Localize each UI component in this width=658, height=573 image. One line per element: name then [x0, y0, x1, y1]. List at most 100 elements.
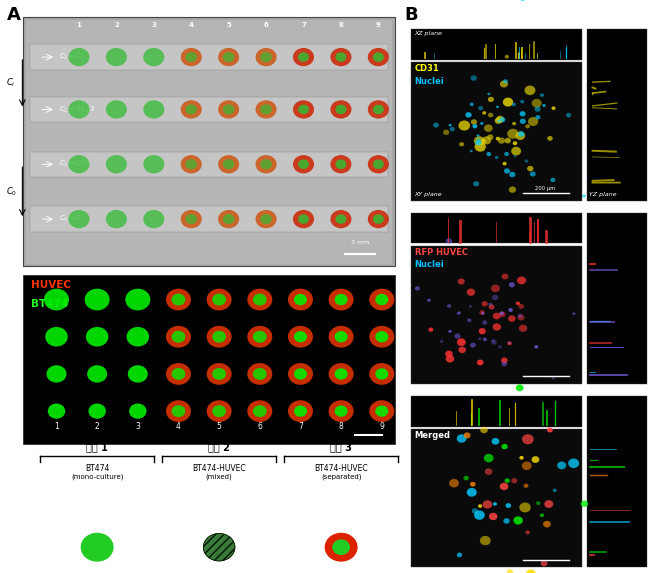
Circle shape [518, 313, 522, 318]
Text: YZ plane: YZ plane [588, 192, 616, 197]
Circle shape [368, 155, 389, 174]
Circle shape [247, 363, 272, 385]
Circle shape [485, 468, 492, 475]
Circle shape [166, 400, 191, 422]
Circle shape [333, 540, 349, 554]
Circle shape [509, 282, 515, 288]
Circle shape [213, 368, 226, 380]
Circle shape [261, 104, 272, 115]
Circle shape [336, 105, 346, 114]
Circle shape [128, 365, 148, 383]
Circle shape [288, 289, 313, 311]
Text: BT474-HUVEC: BT474-HUVEC [315, 464, 368, 473]
Circle shape [480, 427, 488, 433]
Circle shape [298, 52, 309, 62]
Circle shape [476, 138, 481, 142]
Circle shape [493, 323, 501, 331]
Circle shape [581, 500, 588, 507]
Circle shape [508, 315, 516, 322]
Text: 200 μm: 200 μm [536, 186, 556, 191]
Text: $C_i$: $C_i$ [7, 77, 16, 89]
Circle shape [186, 52, 197, 62]
Circle shape [445, 238, 452, 244]
Circle shape [223, 214, 234, 224]
Circle shape [330, 155, 351, 174]
Text: 3: 3 [151, 22, 156, 28]
Text: Nuclei: Nuclei [415, 77, 444, 86]
Circle shape [447, 304, 451, 308]
Circle shape [459, 347, 466, 353]
Text: $C_3 = C_i/3$: $C_3 = C_i/3$ [59, 159, 91, 170]
Bar [411, 396, 582, 426]
Circle shape [336, 52, 346, 62]
Circle shape [463, 476, 468, 480]
Circle shape [458, 311, 461, 314]
Circle shape [294, 406, 307, 417]
Circle shape [247, 400, 272, 422]
Circle shape [478, 328, 486, 334]
Bar [30, 206, 388, 232]
Circle shape [524, 85, 536, 95]
Bar [411, 62, 582, 201]
Text: CD31: CD31 [415, 64, 440, 73]
Text: 6: 6 [264, 22, 268, 28]
Circle shape [478, 337, 481, 340]
Circle shape [373, 105, 384, 114]
Text: (separated): (separated) [321, 474, 361, 480]
Circle shape [517, 277, 526, 284]
Circle shape [369, 326, 394, 348]
Circle shape [368, 100, 389, 119]
Circle shape [440, 340, 443, 343]
Circle shape [457, 434, 467, 443]
Circle shape [475, 140, 482, 146]
Text: XY plane: XY plane [415, 192, 442, 197]
Circle shape [298, 159, 309, 169]
Circle shape [469, 305, 472, 308]
Text: $C_2 = 2C_i/3$: $C_2 = 2C_i/3$ [59, 104, 95, 115]
Circle shape [512, 103, 516, 106]
Circle shape [336, 159, 346, 169]
Circle shape [520, 119, 526, 124]
Circle shape [492, 339, 495, 342]
Circle shape [488, 97, 494, 102]
Circle shape [172, 405, 186, 417]
Circle shape [534, 345, 538, 348]
Circle shape [106, 155, 127, 174]
Circle shape [551, 107, 555, 110]
Circle shape [68, 100, 89, 119]
Circle shape [470, 343, 476, 348]
Circle shape [519, 503, 531, 512]
Circle shape [255, 100, 276, 119]
Text: 4: 4 [176, 422, 181, 431]
Circle shape [261, 159, 272, 169]
Circle shape [547, 427, 553, 433]
Circle shape [85, 289, 110, 311]
Circle shape [213, 331, 226, 343]
Circle shape [509, 172, 515, 177]
Circle shape [288, 363, 313, 385]
Circle shape [181, 155, 202, 174]
Circle shape [186, 214, 197, 224]
Circle shape [172, 331, 186, 343]
Circle shape [470, 103, 474, 106]
Circle shape [499, 311, 504, 315]
Text: 3 mm: 3 mm [351, 240, 369, 245]
Circle shape [207, 400, 232, 422]
Circle shape [68, 155, 89, 174]
Circle shape [482, 320, 488, 325]
Circle shape [508, 342, 511, 344]
Circle shape [328, 363, 353, 385]
Circle shape [106, 48, 127, 66]
Text: 3: 3 [136, 422, 140, 431]
Circle shape [369, 363, 394, 385]
Circle shape [478, 106, 483, 110]
Circle shape [488, 93, 490, 95]
Circle shape [493, 503, 497, 506]
Circle shape [106, 210, 127, 228]
Circle shape [457, 338, 466, 346]
Circle shape [505, 55, 509, 58]
Circle shape [479, 310, 485, 315]
Circle shape [465, 112, 472, 117]
Circle shape [293, 155, 314, 174]
Bar [411, 429, 582, 567]
